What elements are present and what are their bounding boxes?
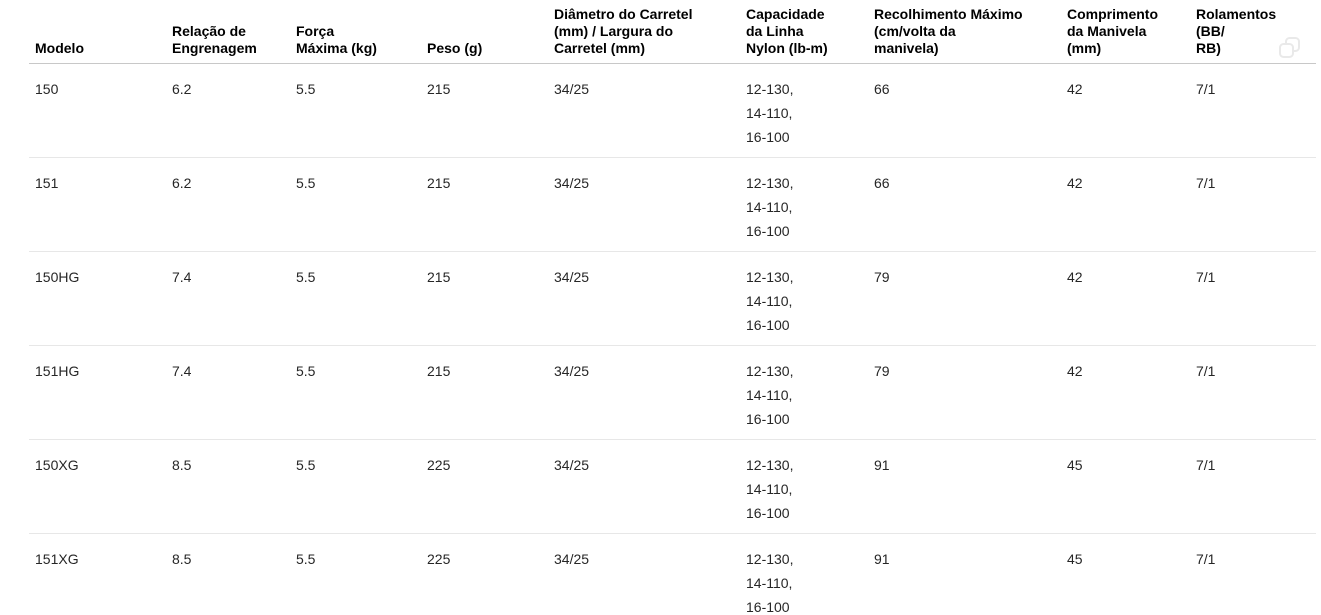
col-header-recolhimento-maximo: Recolhimento Máximo (cm/volta da manivel… bbox=[868, 0, 1061, 64]
cell-relacao-engrenagem: 7.4 bbox=[166, 251, 290, 346]
cell-peso: 225 bbox=[427, 551, 451, 567]
cell-rolamentos: 7/1 bbox=[1190, 251, 1316, 346]
table-row-150hg: 150HG 7.4 5.5 215 34/25 12-130, 14-110, … bbox=[29, 251, 1316, 346]
cell-peso: 215 bbox=[421, 63, 548, 158]
cell-peso: 225 bbox=[421, 439, 548, 534]
col-header-rolamentos: Rolamentos (BB/ RB) bbox=[1190, 0, 1316, 64]
cell-comprimento-manivela: 45 bbox=[1067, 551, 1083, 567]
cell-capacidade-linha: 12-130, 14-110, 16-100 bbox=[740, 63, 868, 158]
cell-capacidade-linha: 12-130, 14-110, 16-100 bbox=[740, 345, 868, 440]
cell-peso: 215 bbox=[421, 157, 548, 252]
cell-forca-maxima: 5.5 bbox=[290, 157, 421, 252]
header-row: Modelo Relação de Engrenagem Força Máxim… bbox=[29, 0, 1316, 64]
cell-comprimento-manivela: 42 bbox=[1061, 251, 1190, 346]
col-header-peso: Peso (g) bbox=[421, 0, 548, 64]
cell-modelo: 151HG bbox=[29, 345, 166, 440]
cell-comprimento-manivela: 42 bbox=[1061, 63, 1190, 158]
table-row-151xg: 151XG 8.5 5.5 225 34/25 12-130, 14-110, … bbox=[29, 534, 1316, 615]
cell-rolamentos: 7/1 bbox=[1190, 63, 1316, 158]
cell-recolhimento-maximo: 79 bbox=[868, 345, 1061, 440]
cell-diametro-carretel: 34/25 bbox=[548, 157, 740, 252]
cell-capacidade-linha: 12-130, 14-110, 16-100 bbox=[740, 157, 868, 252]
cell-rolamentos: 7/1 bbox=[1190, 439, 1316, 534]
cell-rolamentos: 7/1 bbox=[1190, 345, 1316, 440]
cell-diametro-carretel: 34/25 bbox=[548, 345, 740, 440]
col-header-diametro-carretel: Diâmetro do Carretel (mm) / Largura do C… bbox=[548, 0, 740, 64]
cell-rolamentos: 7/1 bbox=[1196, 551, 1216, 567]
cell-capacidade-linha: 12-130, 14-110, 16-100 bbox=[740, 251, 868, 346]
cell-modelo: 151 bbox=[29, 157, 166, 252]
col-header-comprimento-manivela: Comprimento da Manivela (mm) bbox=[1061, 0, 1190, 64]
spec-table: Modelo Relação de Engrenagem Força Máxim… bbox=[29, 0, 1316, 615]
cell-relacao-engrenagem: 8.5 bbox=[172, 551, 192, 567]
cell-modelo: 150XG bbox=[29, 439, 166, 534]
cell-relacao-engrenagem: 8.5 bbox=[166, 439, 290, 534]
cell-relacao-engrenagem: 6.2 bbox=[166, 63, 290, 158]
cell-modelo: 150HG bbox=[29, 251, 166, 346]
cell-diametro-carretel: 34/25 bbox=[548, 63, 740, 158]
cell-relacao-engrenagem: 6.2 bbox=[166, 157, 290, 252]
cell-comprimento-manivela: 42 bbox=[1061, 345, 1190, 440]
cell-peso: 215 bbox=[421, 251, 548, 346]
cell-diametro-carretel: 34/25 bbox=[548, 251, 740, 346]
cell-rolamentos: 7/1 bbox=[1190, 157, 1316, 252]
cell-forca-maxima: 5.5 bbox=[290, 63, 421, 158]
cell-comprimento-manivela: 45 bbox=[1061, 439, 1190, 534]
cell-recolhimento-maximo: 66 bbox=[868, 63, 1061, 158]
table-row-150xg: 150XG 8.5 5.5 225 34/25 12-130, 14-110, … bbox=[29, 439, 1316, 534]
copy-button[interactable] bbox=[1276, 34, 1304, 62]
cell-modelo: 151XG bbox=[35, 551, 79, 567]
cell-forca-maxima: 5.5 bbox=[290, 439, 421, 534]
cell-recolhimento-maximo: 91 bbox=[874, 551, 890, 567]
cell-forca-maxima: 5.5 bbox=[290, 251, 421, 346]
cell-diametro-carretel: 34/25 bbox=[554, 551, 590, 567]
cell-peso: 215 bbox=[421, 345, 548, 440]
cell-comprimento-manivela: 42 bbox=[1061, 157, 1190, 252]
cell-relacao-engrenagem: 7.4 bbox=[166, 345, 290, 440]
cell-forca-maxima: 5.5 bbox=[290, 345, 421, 440]
cell-capacidade-linha: 12-130, 14-110, 16-100 bbox=[740, 439, 868, 534]
cell-forca-maxima: 5.5 bbox=[296, 551, 316, 567]
cell-modelo: 150 bbox=[29, 63, 166, 158]
col-header-relacao-engrenagem: Relação de Engrenagem bbox=[166, 0, 290, 64]
col-header-modelo: Modelo bbox=[29, 0, 166, 64]
table-row-151hg: 151HG 7.4 5.5 215 34/25 12-130, 14-110, … bbox=[29, 345, 1316, 440]
cell-diametro-carretel: 34/25 bbox=[548, 439, 740, 534]
cell-recolhimento-maximo: 66 bbox=[868, 157, 1061, 252]
copy-icon bbox=[1276, 34, 1304, 62]
table-row-151: 151 6.2 5.5 215 34/25 12-130, 14-110, 16… bbox=[29, 157, 1316, 252]
cell-capacidade-linha: 12-130, 14-110, 16-100 bbox=[746, 551, 794, 615]
cell-recolhimento-maximo: 79 bbox=[868, 251, 1061, 346]
table-row-150: 150 6.2 5.5 215 34/25 12-130, 14-110, 16… bbox=[29, 63, 1316, 158]
col-header-capacidade-linha: Capacidade da Linha Nylon (lb-m) bbox=[740, 0, 868, 64]
col-header-forca-maxima: Força Máxima (kg) bbox=[290, 0, 421, 64]
cell-recolhimento-maximo: 91 bbox=[868, 439, 1061, 534]
